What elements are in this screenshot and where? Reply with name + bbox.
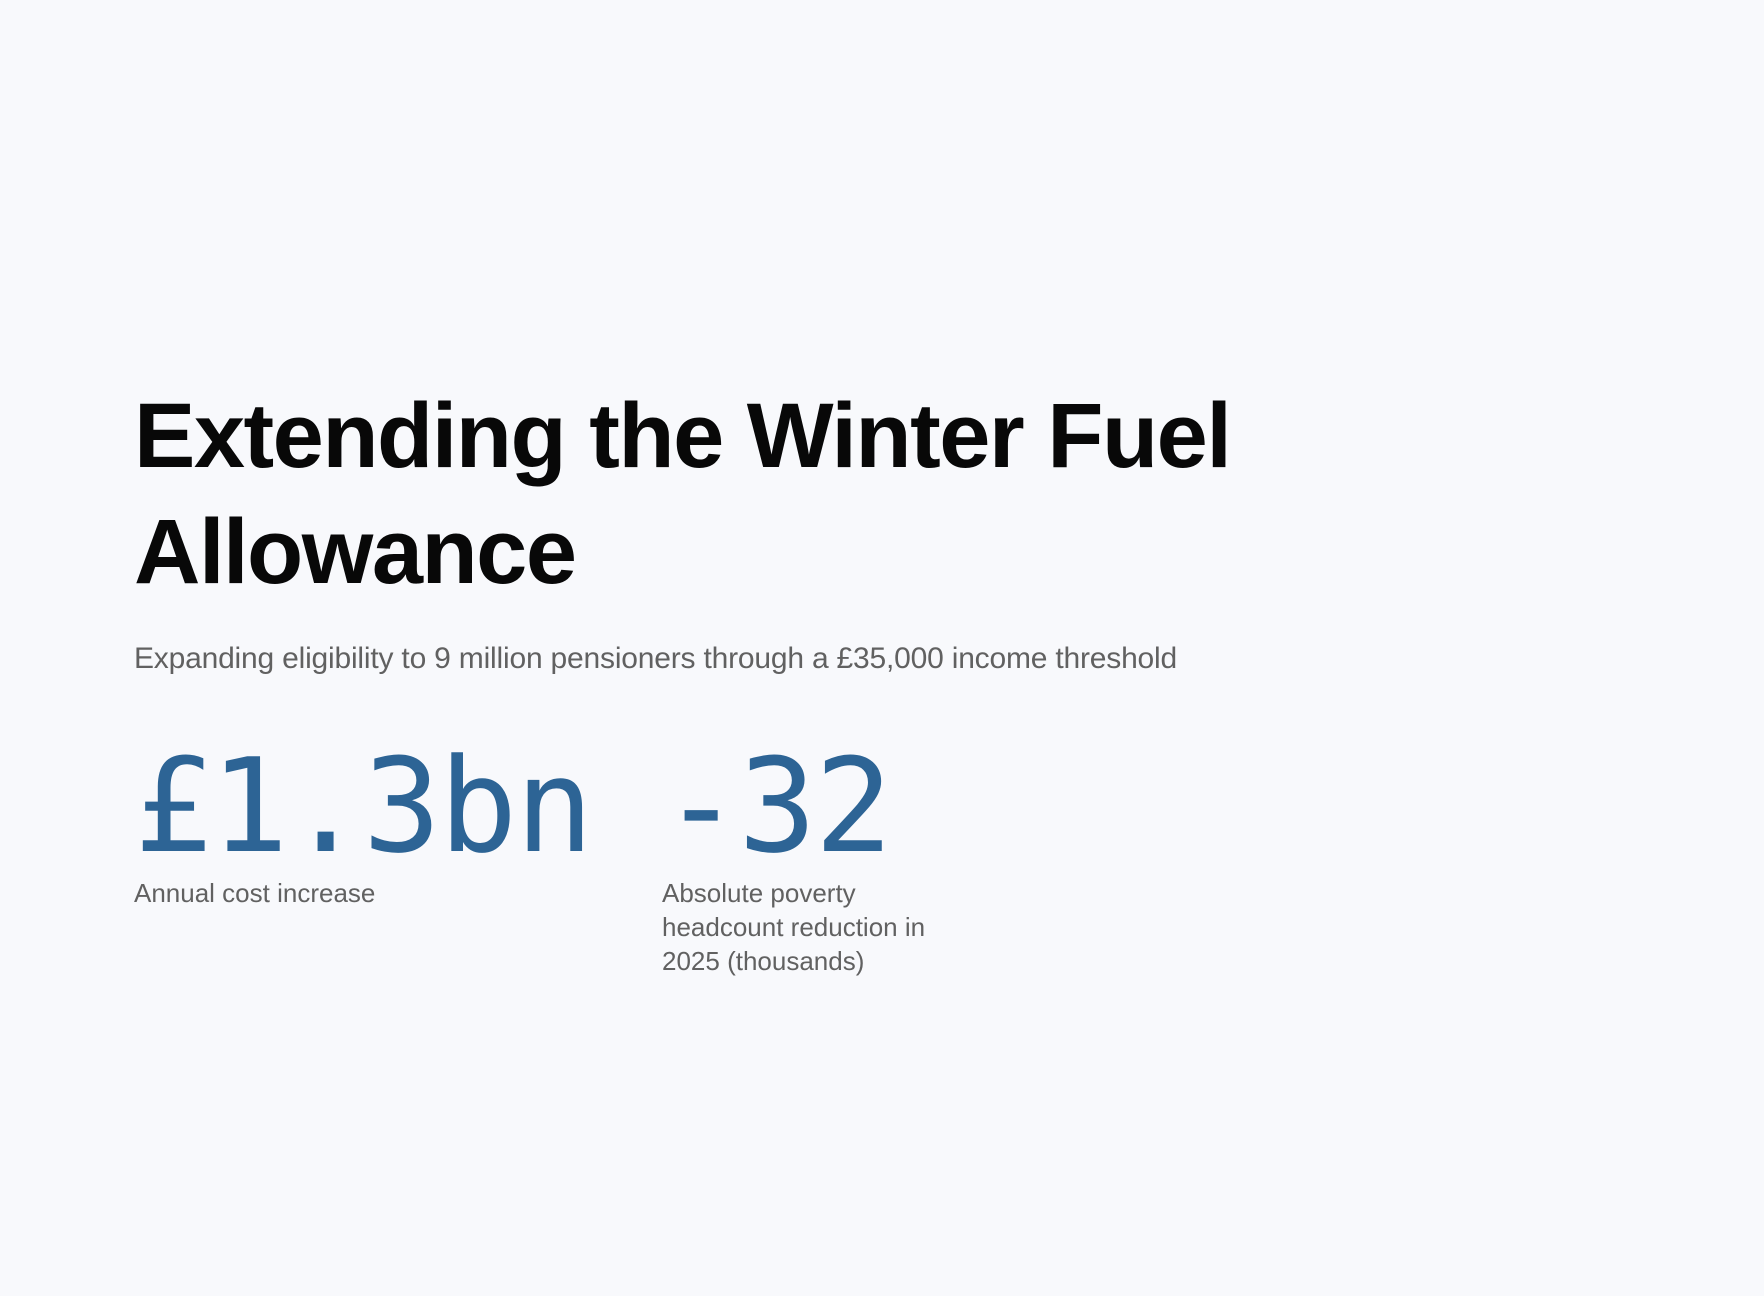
page-title: Extending the Winter Fuel Allowance [134, 385, 1232, 603]
stat-poverty-reduction: -32 Absolute poverty headcount reduction… [662, 738, 982, 978]
slide-content: Extending the Winter Fuel Allowance Expa… [134, 378, 1534, 978]
stats-row: £1.3bn Annual cost increase -32 Absolute… [134, 738, 1534, 978]
stat-label: Absolute poverty headcount reduction in … [662, 878, 926, 976]
stat-value: £1.3bn [134, 730, 594, 882]
stat-label: Annual cost increase [134, 878, 376, 908]
stat-value: -32 [662, 730, 893, 882]
page-subtitle: Expanding eligibility to 9 million pensi… [134, 642, 1177, 675]
stat-annual-cost: £1.3bn Annual cost increase [134, 738, 662, 978]
